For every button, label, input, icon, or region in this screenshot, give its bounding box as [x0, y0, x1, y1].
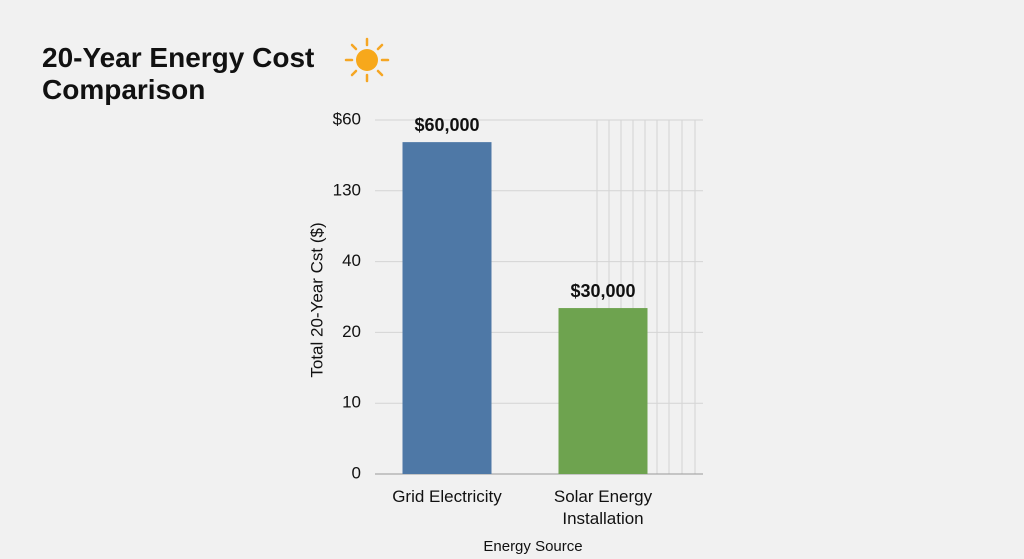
- data-label: $30,000: [570, 281, 635, 301]
- decorative-grid: [596, 120, 696, 474]
- chart-title: 20-Year Energy Cost Comparison: [42, 42, 315, 105]
- y-tick-label: $60: [333, 109, 361, 128]
- bar: [402, 142, 492, 474]
- y-tick-label: 20: [342, 322, 361, 341]
- x-tick-label: Grid Electricity: [392, 487, 502, 506]
- x-tick-label: Solar Energy Installation: [553, 487, 653, 528]
- y-tick-label: 10: [342, 393, 361, 412]
- y-axis-label: Total 20-Year Cst ($): [307, 222, 326, 377]
- y-tick-label: 130: [333, 180, 361, 199]
- x-axis-label: Energy Source: [483, 538, 582, 555]
- sun-icon: [344, 37, 390, 83]
- bar: [558, 308, 648, 474]
- data-label: $60,000: [414, 115, 479, 135]
- y-tick-label: 0: [352, 463, 361, 482]
- y-tick-label: 40: [342, 251, 361, 270]
